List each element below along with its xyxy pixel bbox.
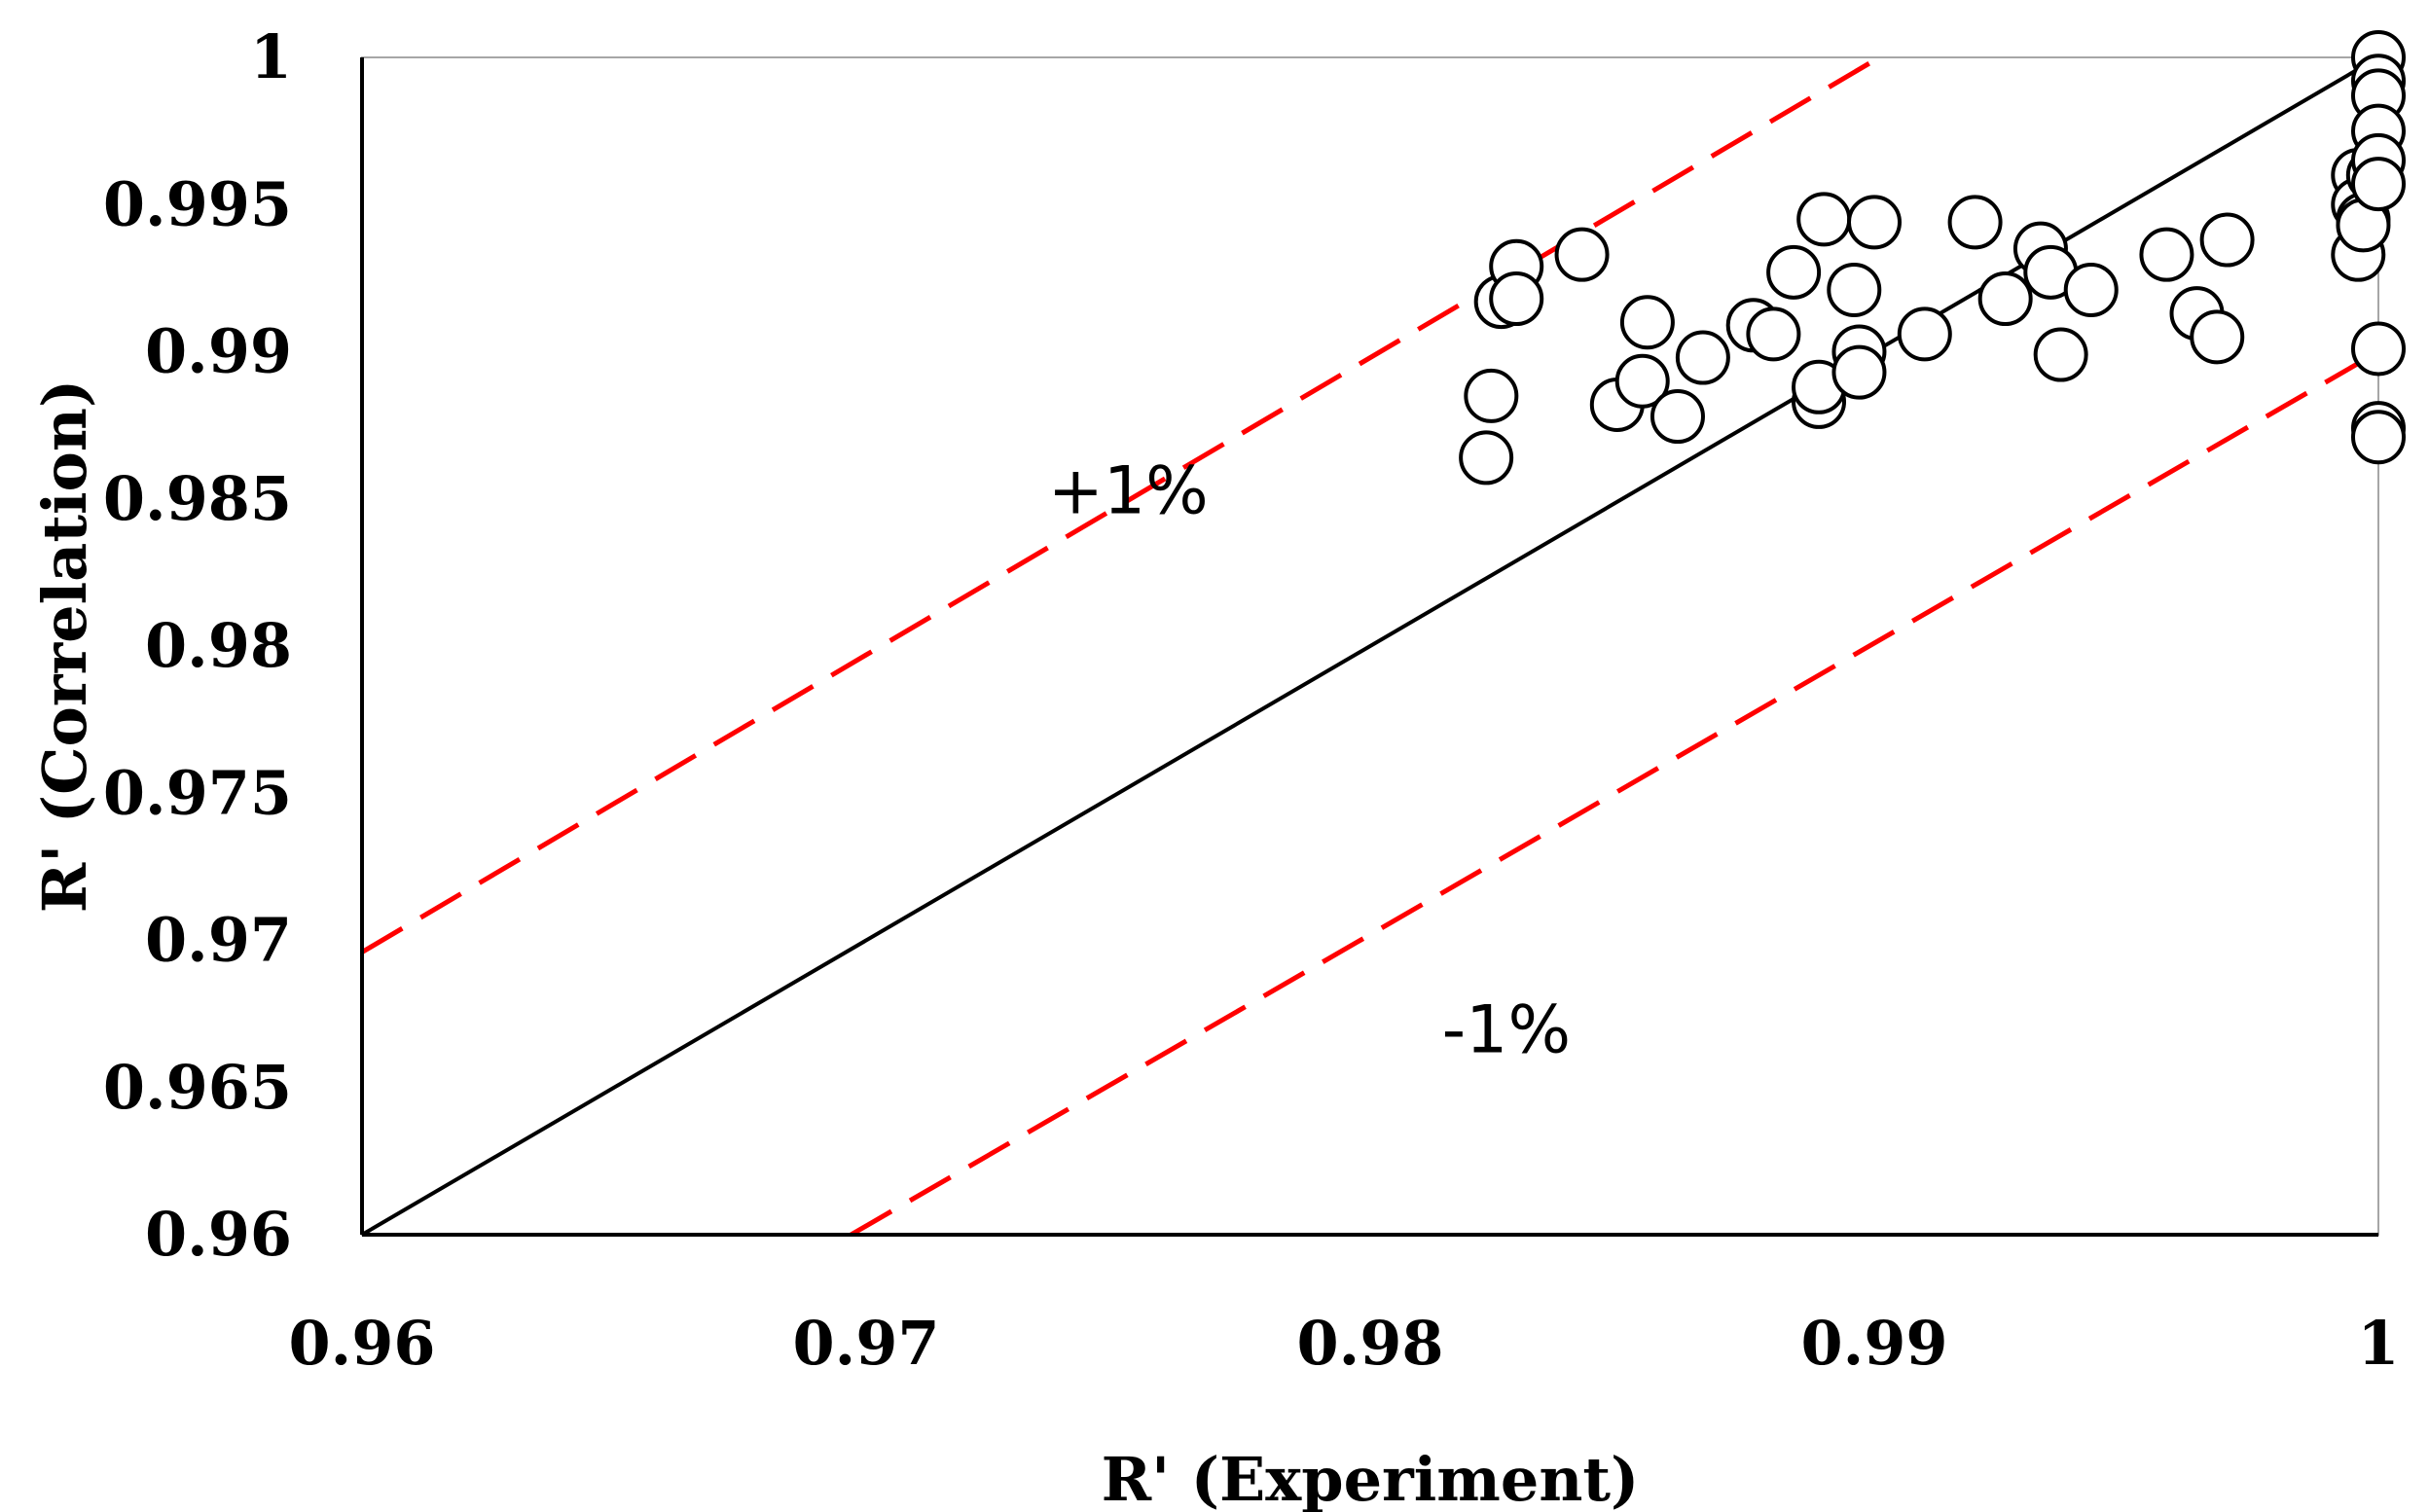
- reference-line-1: [850, 349, 2380, 1238]
- data-point: [2033, 327, 2088, 382]
- data-point: [2190, 309, 2245, 365]
- data-point: [1796, 192, 1852, 247]
- data-point: [2351, 321, 2406, 377]
- data-point: [1675, 330, 1730, 385]
- data-point: [1650, 389, 1705, 445]
- data-point: [1489, 271, 1544, 327]
- x-tick-label: 0.99: [1800, 1308, 1947, 1379]
- data-point: [1459, 430, 1514, 486]
- data-point: [1827, 262, 1882, 317]
- annotation-label: +1%: [1048, 453, 1209, 530]
- y-axis-title: R' (Correlation): [29, 379, 100, 914]
- y-tick-label: 0.975: [103, 757, 292, 828]
- annotation-label: -1%: [1442, 991, 1571, 1068]
- data-point: [1897, 306, 1952, 362]
- x-tick-label: 1: [2357, 1308, 2399, 1379]
- y-tick-label: 0.97: [145, 905, 292, 976]
- data-point: [1554, 227, 1610, 282]
- data-point: [1831, 344, 1887, 400]
- x-tick-label: 0.97: [792, 1308, 939, 1379]
- y-tick-label: 0.96: [145, 1199, 292, 1270]
- data-point: [2351, 157, 2406, 212]
- y-tick-label: 0.98: [145, 610, 292, 681]
- data-point: [1619, 295, 1675, 350]
- y-tick-label: 1: [250, 21, 292, 92]
- x-tick-labels: 0.96 0.97 0.98 0.99 1: [288, 1308, 2399, 1379]
- x-axis-title: R' (Experiment): [1102, 1444, 1640, 1512]
- data-point: [1766, 244, 1822, 300]
- data-point: [1746, 306, 1801, 362]
- y-tick-label: 0.995: [103, 168, 292, 239]
- y-tick-label: 0.985: [103, 463, 292, 534]
- data-point: [2139, 227, 2194, 282]
- y-tick-label: 0.965: [103, 1052, 292, 1123]
- data-point: [1464, 368, 1519, 423]
- data-points: [1459, 30, 2406, 486]
- x-tick-label: 0.96: [288, 1308, 435, 1379]
- data-point: [1847, 195, 1902, 250]
- annotations: +1% -1%: [1048, 453, 1571, 1069]
- data-point: [2063, 262, 2119, 317]
- y-tick-labels: 0.96 0.965 0.97 0.975 0.98 0.985 0.99 0.995 1: [103, 21, 292, 1270]
- y-tick-label: 0.99: [145, 316, 292, 387]
- data-point: [1947, 195, 2003, 250]
- data-point: [2351, 410, 2406, 465]
- data-point: [1614, 353, 1670, 409]
- reference-line-1: [360, 54, 1881, 954]
- data-point: [1977, 271, 2033, 327]
- data-point: [2199, 212, 2255, 268]
- x-tick-label: 0.98: [1296, 1308, 1443, 1379]
